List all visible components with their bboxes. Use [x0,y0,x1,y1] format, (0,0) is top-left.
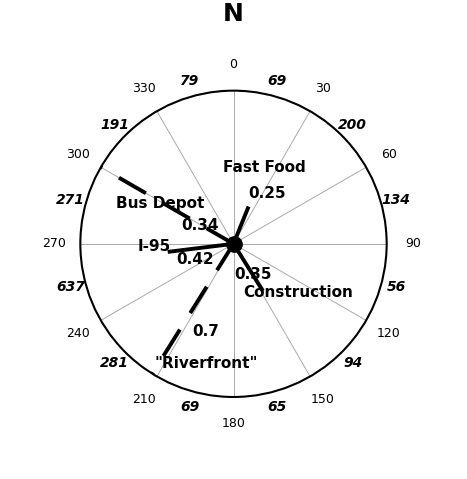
Text: 90: 90 [405,237,421,251]
Text: 0.25: 0.25 [248,186,286,201]
Text: 0.7: 0.7 [192,324,219,339]
Text: 270: 270 [42,237,66,251]
Text: N: N [223,2,244,26]
Text: 0: 0 [229,58,238,71]
Text: 330: 330 [132,82,156,95]
Text: 69: 69 [180,399,199,413]
Text: 210: 210 [132,392,156,406]
Text: 240: 240 [66,327,90,340]
Text: 271: 271 [57,193,85,207]
Text: 0.42: 0.42 [177,251,214,267]
Text: 134: 134 [382,193,410,207]
Text: 180: 180 [221,417,246,430]
Text: 79: 79 [180,74,199,88]
Text: 637: 637 [57,280,85,295]
Text: 60: 60 [381,148,396,161]
Text: 191: 191 [100,118,129,132]
Text: 0.34: 0.34 [181,218,219,233]
Text: 281: 281 [100,356,129,370]
Text: 56: 56 [387,280,406,295]
Text: 30: 30 [315,82,331,95]
Text: "Riverfront": "Riverfront" [154,356,258,371]
Text: 65: 65 [268,399,287,413]
Text: 200: 200 [338,118,367,132]
Text: Fast Food: Fast Food [223,160,305,175]
Text: 0.35: 0.35 [234,267,272,282]
Text: 69: 69 [268,74,287,88]
Text: I-95: I-95 [137,240,170,254]
Text: 300: 300 [66,148,90,161]
Text: Bus Depot: Bus Depot [116,196,204,212]
Text: 120: 120 [377,327,401,340]
Text: 150: 150 [311,392,335,406]
Text: 94: 94 [343,356,362,370]
Text: Construction: Construction [243,285,353,300]
